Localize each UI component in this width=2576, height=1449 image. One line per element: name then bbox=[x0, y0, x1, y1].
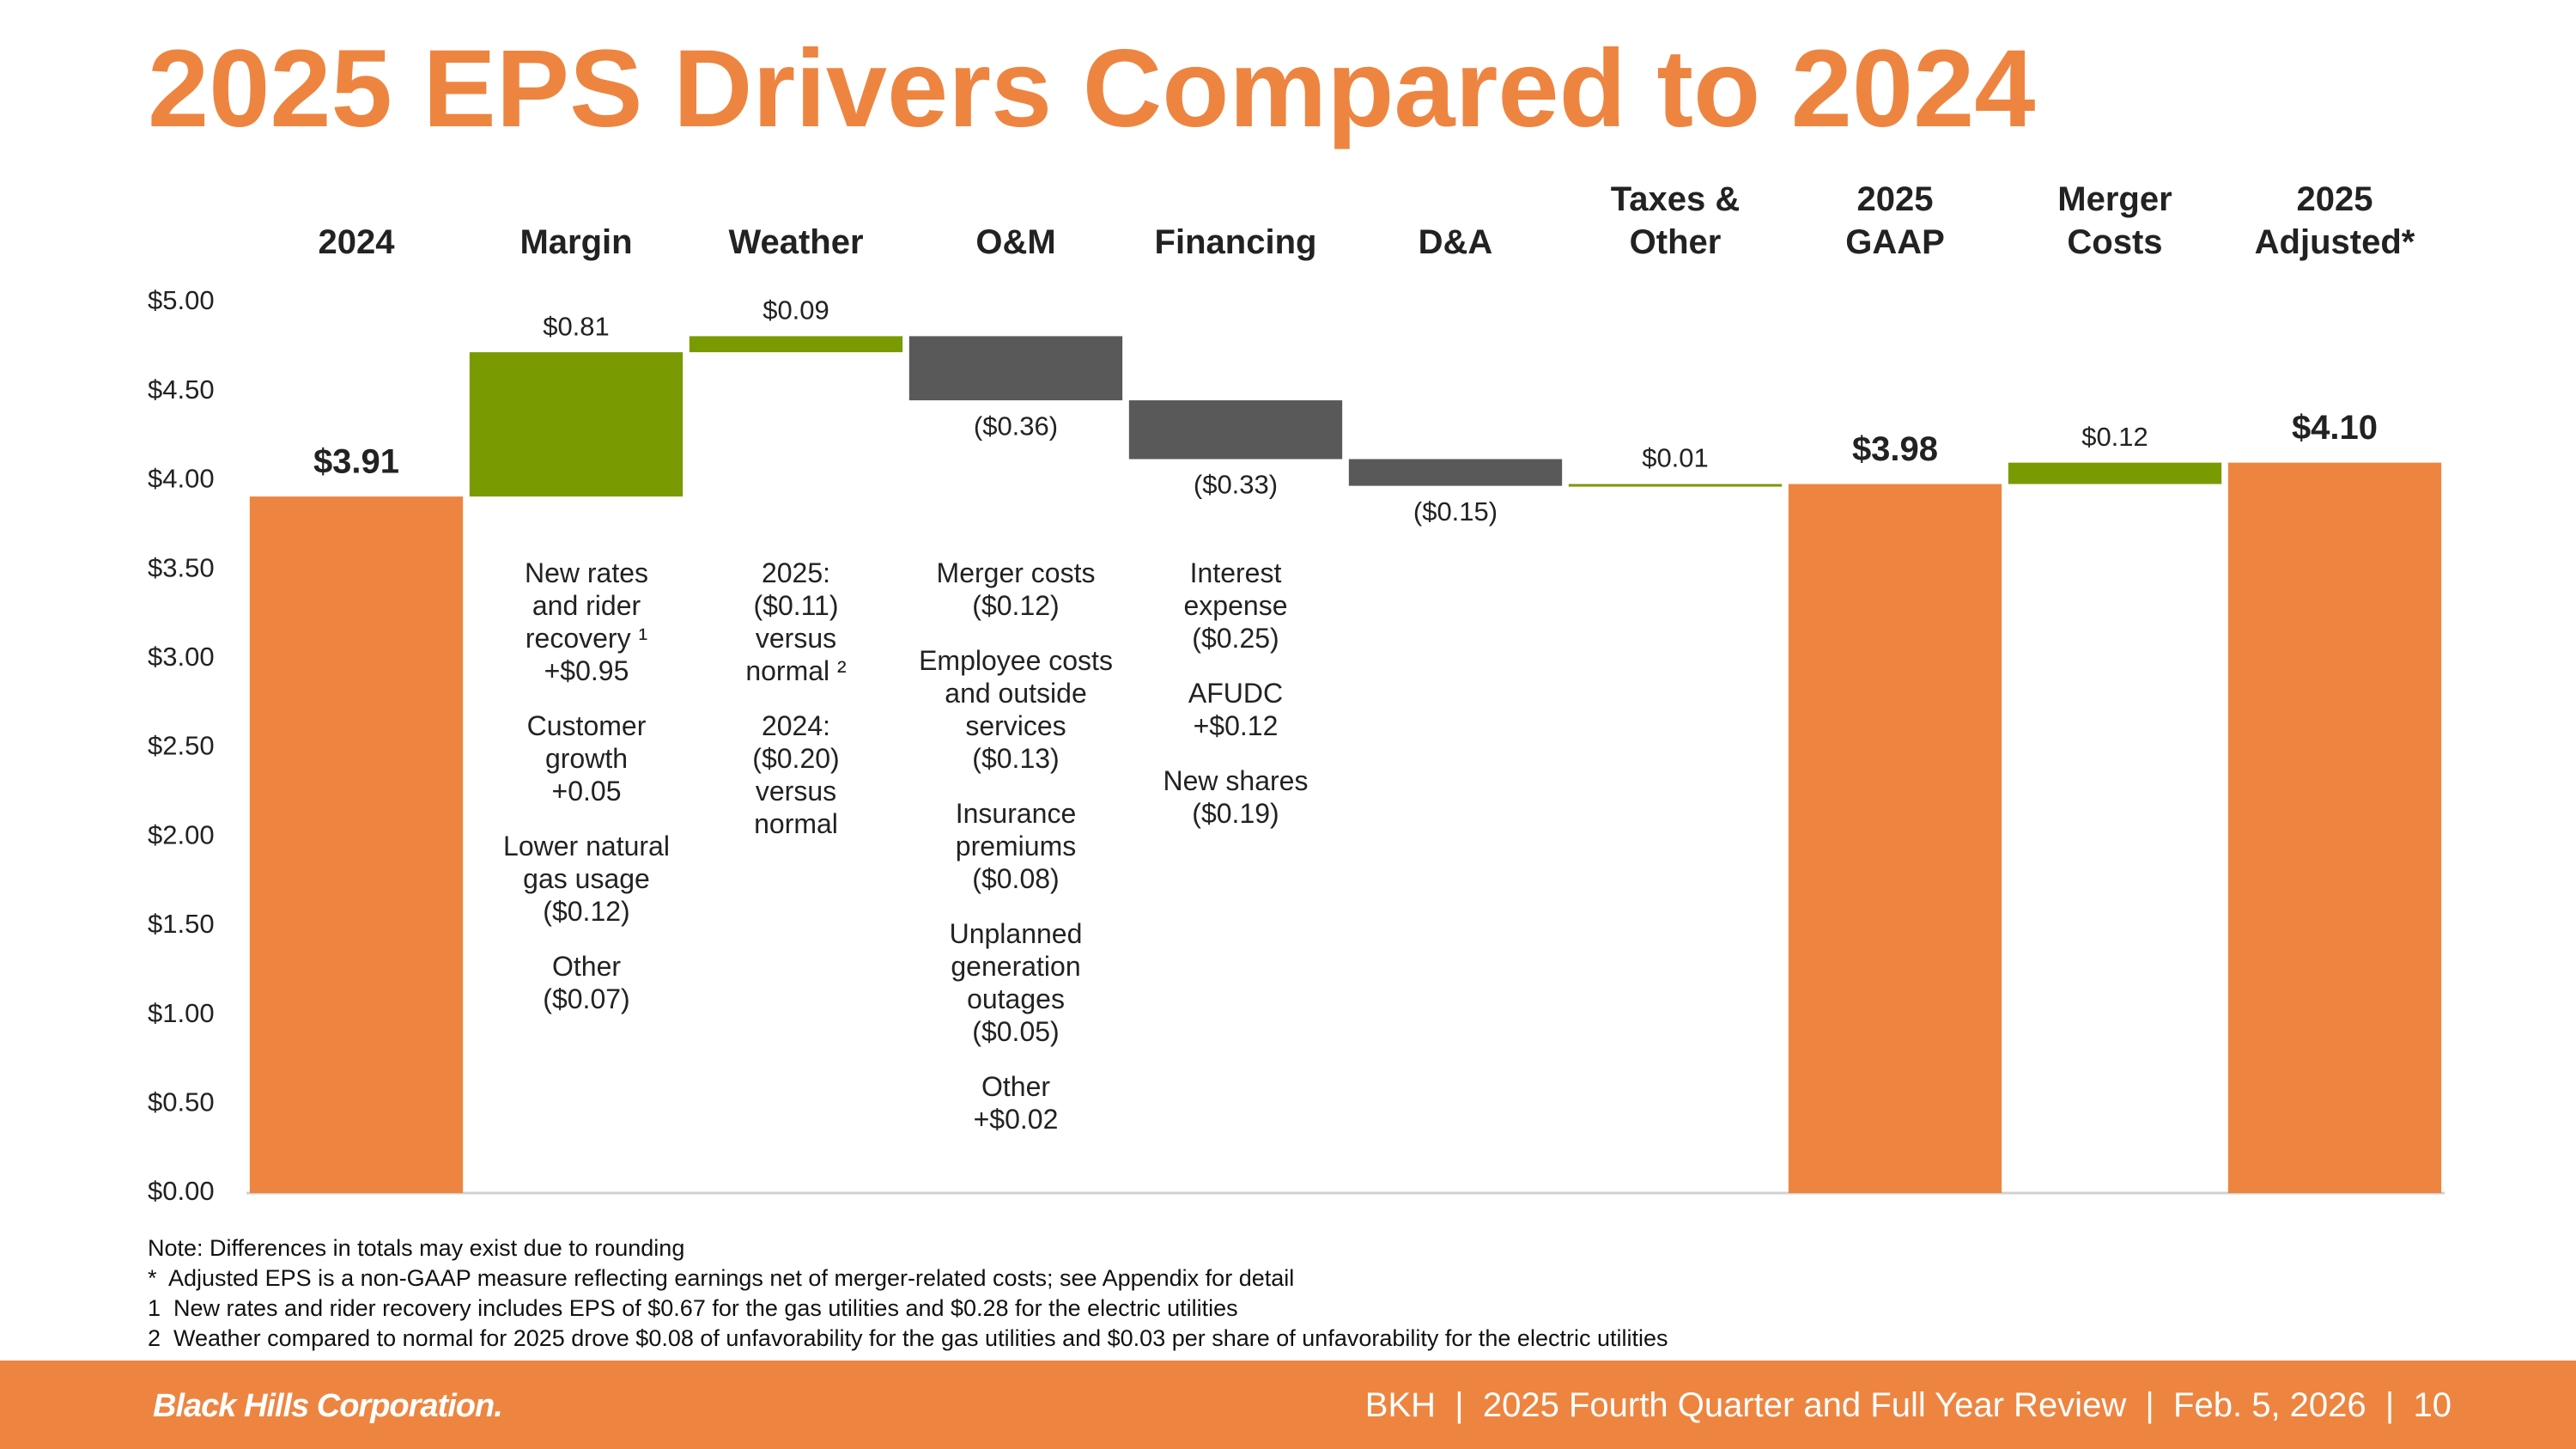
driver-note: Other ($0.07) bbox=[543, 951, 630, 1014]
driver-note: Employee costs and outside services ($0.… bbox=[919, 645, 1113, 774]
y-tick-label: $3.50 bbox=[148, 552, 215, 582]
value-label: $0.12 bbox=[2081, 422, 2148, 452]
y-tick-label: $4.00 bbox=[148, 464, 215, 494]
driver-note: New shares ($0.19) bbox=[1163, 765, 1309, 829]
driver-notes: 2025: ($0.11) versus normal ² 2024: ($0.2… bbox=[686, 557, 906, 862]
driver-notes: New rates and rider recovery ¹ +$0.95 Cus… bbox=[477, 557, 696, 1038]
bar bbox=[1348, 459, 1563, 486]
driver-note: Unplanned generation outages ($0.05) bbox=[949, 918, 1083, 1047]
driver-note: Lower natural gas usage ($0.12) bbox=[503, 831, 670, 927]
value-label: $3.98 bbox=[1852, 430, 1938, 468]
driver-note: Customer growth +0.05 bbox=[526, 710, 647, 807]
category-label: O&M bbox=[975, 223, 1056, 261]
y-tick-label: $3.00 bbox=[148, 642, 215, 672]
driver-note: Merger costs ($0.12) bbox=[936, 557, 1096, 621]
driver-note: Insurance premiums ($0.08) bbox=[955, 798, 1077, 894]
footnotes: Note: Differences in totals may exist du… bbox=[148, 1233, 1668, 1354]
bar bbox=[2008, 462, 2222, 484]
driver-note: AFUDC +$0.12 bbox=[1188, 678, 1284, 741]
y-tick-label: $0.00 bbox=[148, 1176, 215, 1206]
driver-note: 2025: ($0.11) versus normal ² bbox=[745, 557, 847, 686]
footnote: * Adjusted EPS is a non-GAAP measure ref… bbox=[148, 1265, 1295, 1291]
driver-note: Interest expense ($0.25) bbox=[1183, 557, 1288, 654]
driver-note: 2024: ($0.20) versus normal bbox=[752, 710, 840, 839]
bar bbox=[908, 336, 1123, 401]
category-label: Merger Costs bbox=[2057, 180, 2172, 261]
y-tick-label: $1.50 bbox=[148, 909, 215, 939]
category-label: 2024 bbox=[318, 223, 395, 261]
title: 2025 EPS Drivers Compared to 2024 bbox=[148, 27, 2036, 150]
value-label: $0.09 bbox=[762, 295, 829, 326]
footnote: 1 New rates and rider recovery includes … bbox=[148, 1295, 1238, 1321]
driver-note: Other +$0.02 bbox=[973, 1071, 1059, 1135]
category-label: Taxes & Other bbox=[1610, 180, 1741, 261]
category-label: D&A bbox=[1418, 223, 1493, 261]
value-label: ($0.36) bbox=[974, 411, 1058, 441]
bar bbox=[1788, 484, 2002, 1193]
driver-notes: Interest expense ($0.25) AFUDC +$0.12 New … bbox=[1126, 557, 1346, 852]
value-label: $4.10 bbox=[2292, 409, 2378, 447]
footnote: Note: Differences in totals may exist du… bbox=[148, 1235, 685, 1261]
value-label: ($0.15) bbox=[1413, 496, 1498, 527]
bar bbox=[1568, 484, 1783, 487]
bar bbox=[249, 496, 464, 1193]
y-tick-label: $0.50 bbox=[148, 1087, 215, 1117]
value-label: $3.91 bbox=[313, 443, 399, 481]
y-tick-label: $4.50 bbox=[148, 374, 215, 405]
logo: Black Hills Corporation. bbox=[153, 1388, 503, 1424]
value-label: $0.01 bbox=[1642, 443, 1709, 473]
footnote: 2 Weather compared to normal for 2025 dr… bbox=[148, 1325, 1668, 1351]
y-tick-label: $5.00 bbox=[148, 285, 215, 315]
y-tick-label: $1.00 bbox=[148, 998, 215, 1028]
bar bbox=[2227, 462, 2442, 1193]
category-label: Weather bbox=[728, 223, 864, 261]
y-tick-label: $2.50 bbox=[148, 731, 215, 761]
footer-band: Black Hills Corporation. BKH | 2025 Four… bbox=[0, 1361, 2576, 1449]
bar bbox=[689, 336, 903, 353]
category-label: Financing bbox=[1154, 223, 1317, 261]
value-label: ($0.33) bbox=[1194, 470, 1278, 500]
footer-text: BKH | 2025 Fourth Quarter and Full Year … bbox=[1364, 1386, 2451, 1424]
bar bbox=[469, 352, 683, 497]
y-tick-label: $2.00 bbox=[148, 819, 215, 849]
category-label: Margin bbox=[519, 223, 633, 261]
bar bbox=[1128, 400, 1343, 460]
category-label: 2025 GAAP bbox=[1845, 180, 1945, 261]
value-label: $0.81 bbox=[543, 311, 610, 341]
driver-notes: Merger costs ($0.12) Employee costs and o… bbox=[906, 557, 1126, 1158]
driver-note: New rates and rider recovery ¹ +$0.95 bbox=[524, 557, 649, 686]
category-label: 2025 Adjusted* bbox=[2254, 180, 2415, 261]
